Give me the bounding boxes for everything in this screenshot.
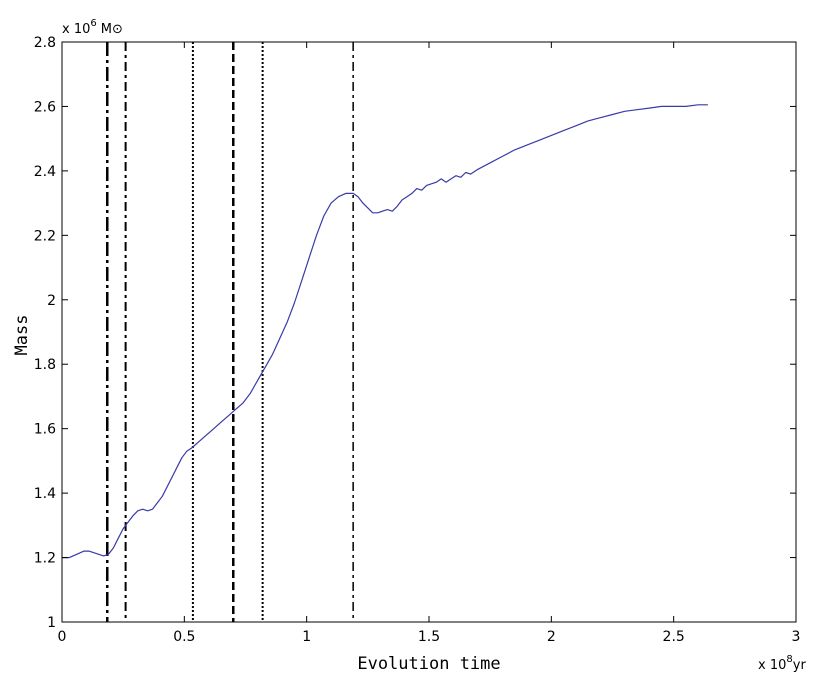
y-axis-ticks: 1 1.2 1.4 1.6 1.8 2 2.2 2.4 2.6 2.8 (34, 35, 796, 631)
x-multiplier-base: x 10 (758, 658, 786, 673)
x-tick-label: 0 (58, 629, 67, 645)
x-multiplier-exp: 8 (786, 654, 792, 665)
y-tick-label: 1 (47, 615, 56, 631)
x-tick-label: 1 (302, 629, 311, 645)
x-tick-label: 3 (792, 629, 801, 645)
x-tick-label: 2.5 (663, 629, 685, 645)
mass-series-line (62, 104, 708, 559)
x-multiplier-unit: yr (793, 658, 807, 673)
y-tick-label: 2.8 (34, 35, 56, 51)
y-multiplier-label: x 106 M⊙ (62, 18, 123, 37)
x-axis-ticks: 0 0.5 1 1.5 2 2.5 3 (58, 42, 801, 645)
y-tick-label: 1.4 (34, 486, 56, 502)
x-tick-label: 2 (547, 629, 556, 645)
x-tick-label: 1.5 (418, 629, 440, 645)
y-multiplier-exp: 6 (90, 18, 96, 29)
y-tick-label: 1.6 (34, 422, 56, 438)
y-tick-label: 1.2 (34, 551, 56, 567)
y-multiplier-unit: M⊙ (101, 22, 123, 37)
y-tick-label: 2.2 (34, 228, 56, 244)
y-tick-label: 2.4 (34, 164, 56, 180)
x-multiplier-label: x 108yr (758, 654, 806, 673)
y-axis-label: Mass (12, 315, 32, 356)
y-tick-label: 2.6 (34, 99, 56, 115)
plot-area (61, 41, 797, 623)
series-layer (62, 104, 708, 559)
y-tick-label: 2 (47, 293, 56, 309)
y-multiplier-base: x 10 (62, 22, 90, 37)
x-tick-label: 0.5 (173, 629, 195, 645)
y-tick-label: 1.8 (34, 357, 56, 373)
x-axis-label: Evolution time (357, 654, 500, 674)
